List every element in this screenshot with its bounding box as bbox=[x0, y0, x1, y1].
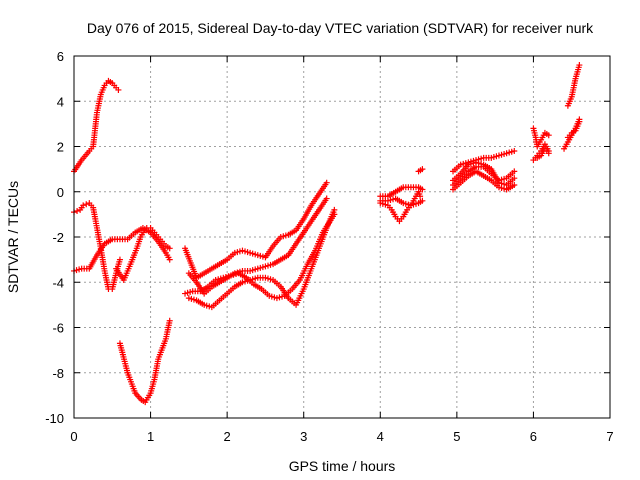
data-point bbox=[116, 256, 123, 263]
data-series bbox=[450, 168, 518, 193]
data-point bbox=[323, 195, 330, 202]
y-tick-label: 0 bbox=[57, 185, 64, 200]
data-series bbox=[182, 179, 330, 281]
data-series bbox=[377, 188, 424, 225]
y-tick-label: 6 bbox=[57, 49, 64, 64]
data-point bbox=[166, 317, 173, 324]
data-series bbox=[530, 125, 552, 150]
data-point bbox=[511, 168, 518, 175]
data-series bbox=[71, 200, 123, 293]
data-point bbox=[511, 175, 518, 182]
data-series bbox=[116, 317, 173, 406]
data-series bbox=[185, 206, 338, 311]
data-series bbox=[534, 145, 552, 161]
data-series bbox=[450, 159, 518, 188]
x-tick-label: 6 bbox=[530, 429, 537, 444]
x-tick-label: 0 bbox=[70, 429, 77, 444]
y-tick-label: -8 bbox=[52, 366, 64, 381]
y-tick-label: -4 bbox=[52, 275, 64, 290]
data-point bbox=[83, 201, 90, 208]
data-series bbox=[71, 77, 122, 175]
data-series bbox=[377, 195, 426, 209]
data-point bbox=[74, 207, 81, 214]
data-point bbox=[166, 245, 173, 252]
data-series bbox=[564, 118, 583, 141]
data-point bbox=[115, 86, 122, 93]
x-tick-label: 5 bbox=[453, 429, 460, 444]
data-point bbox=[511, 148, 518, 155]
x-axis-label: GPS time / hours bbox=[289, 458, 396, 474]
data-point bbox=[417, 193, 424, 200]
data-point bbox=[545, 132, 552, 139]
y-tick-label: -10 bbox=[45, 411, 64, 426]
x-tick-label: 7 bbox=[606, 429, 613, 444]
data-point bbox=[419, 186, 426, 193]
data-point bbox=[576, 118, 583, 125]
data-point bbox=[511, 181, 518, 188]
data-point bbox=[331, 206, 338, 213]
data-series bbox=[450, 148, 518, 175]
data-series bbox=[113, 224, 173, 283]
data-series bbox=[415, 166, 426, 175]
x-tick-label: 3 bbox=[300, 429, 307, 444]
data-point bbox=[323, 179, 330, 186]
y-tick-label: 4 bbox=[57, 94, 64, 109]
data-point bbox=[80, 202, 87, 209]
grid bbox=[74, 56, 610, 418]
axis-ticks: 0 1 2 3 4 5 6 7 -10 -8 -6 -4 -2 0 2 4 6 bbox=[45, 49, 613, 444]
data-points bbox=[71, 62, 583, 406]
y-tick-label: 2 bbox=[57, 140, 64, 155]
data-point bbox=[166, 256, 173, 263]
data-series bbox=[377, 184, 426, 200]
x-tick-label: 4 bbox=[377, 429, 384, 444]
data-point bbox=[576, 62, 583, 69]
y-tick-label: -6 bbox=[52, 321, 64, 336]
data-point bbox=[545, 150, 552, 157]
data-series bbox=[71, 224, 173, 274]
x-tick-label: 2 bbox=[224, 429, 231, 444]
x-tick-label: 1 bbox=[147, 429, 154, 444]
chart-title: Day 076 of 2015, Sidereal Day-to-day VTE… bbox=[87, 20, 594, 36]
y-axis-label: SDTVAR / TECUs bbox=[5, 181, 21, 293]
data-point bbox=[419, 166, 426, 173]
y-tick-label: -2 bbox=[52, 230, 64, 245]
data-point bbox=[419, 197, 426, 204]
data-series bbox=[564, 62, 583, 109]
